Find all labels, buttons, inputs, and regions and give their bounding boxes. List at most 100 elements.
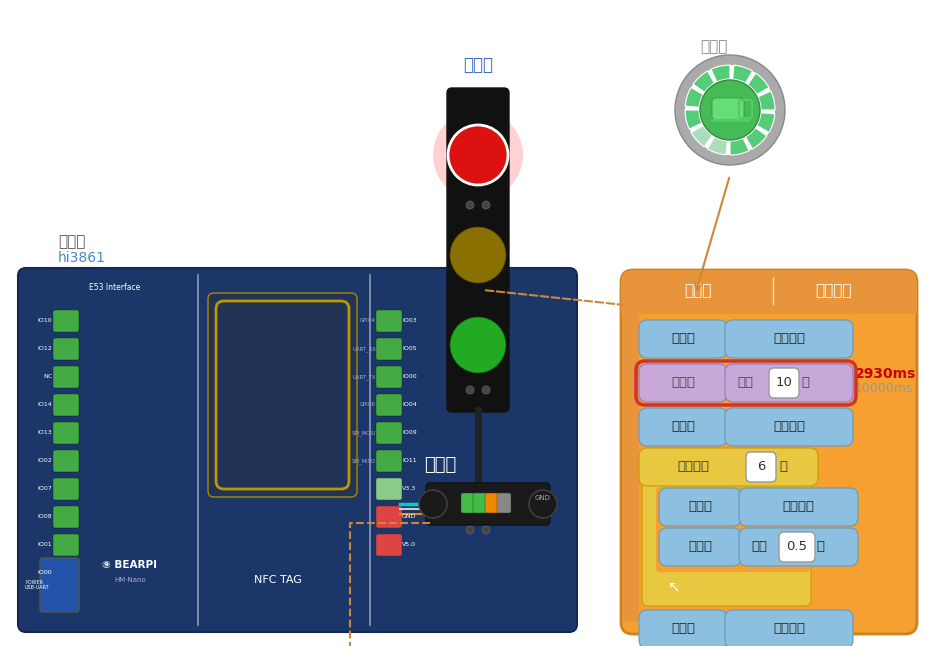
- Text: HM·Nano: HM·Nano: [114, 577, 146, 583]
- FancyBboxPatch shape: [639, 364, 727, 402]
- FancyBboxPatch shape: [769, 368, 799, 398]
- Text: 秒: 秒: [816, 541, 824, 554]
- Circle shape: [450, 227, 506, 283]
- FancyBboxPatch shape: [725, 364, 853, 402]
- Circle shape: [419, 490, 447, 518]
- FancyBboxPatch shape: [725, 610, 853, 646]
- Text: 交通灯: 交通灯: [463, 56, 493, 74]
- Text: 交通灯: 交通灯: [688, 501, 712, 514]
- FancyBboxPatch shape: [53, 478, 79, 500]
- Text: 秒: 秒: [801, 377, 809, 390]
- FancyBboxPatch shape: [208, 293, 357, 497]
- Text: UART_RX: UART_RX: [352, 346, 376, 352]
- Text: IO05: IO05: [402, 346, 416, 351]
- Text: IO09: IO09: [402, 430, 417, 435]
- FancyBboxPatch shape: [53, 422, 79, 444]
- FancyBboxPatch shape: [621, 290, 917, 314]
- Text: IO07: IO07: [37, 486, 52, 492]
- Text: IO11: IO11: [402, 459, 416, 463]
- Text: V5.0: V5.0: [402, 543, 416, 548]
- Circle shape: [466, 201, 474, 209]
- FancyBboxPatch shape: [659, 528, 741, 566]
- Text: 红灯点亮: 红灯点亮: [773, 333, 805, 346]
- Text: 交通灯: 交通灯: [671, 623, 695, 636]
- FancyBboxPatch shape: [53, 338, 79, 360]
- Text: IO03: IO03: [402, 318, 417, 324]
- FancyBboxPatch shape: [447, 88, 509, 412]
- Text: IO04: IO04: [402, 402, 417, 408]
- Text: 次: 次: [779, 461, 787, 474]
- FancyBboxPatch shape: [53, 506, 79, 528]
- Text: 延时: 延时: [737, 377, 753, 390]
- FancyBboxPatch shape: [376, 478, 402, 500]
- Text: 控制器: 控制器: [58, 234, 85, 249]
- FancyBboxPatch shape: [639, 448, 818, 486]
- FancyBboxPatch shape: [639, 408, 727, 446]
- Text: IO10: IO10: [37, 318, 52, 324]
- Wedge shape: [685, 110, 702, 129]
- Text: IO00: IO00: [402, 375, 416, 379]
- FancyBboxPatch shape: [659, 488, 741, 526]
- Circle shape: [482, 526, 490, 534]
- Wedge shape: [708, 137, 727, 155]
- Wedge shape: [691, 125, 712, 147]
- Text: 反复执行: 反复执行: [815, 284, 851, 298]
- FancyBboxPatch shape: [739, 528, 858, 566]
- Text: POWER
USB-UART: POWER USB-UART: [25, 579, 50, 590]
- FancyBboxPatch shape: [426, 483, 550, 525]
- FancyBboxPatch shape: [746, 452, 776, 482]
- Text: 小熊派: 小熊派: [424, 456, 456, 474]
- FancyBboxPatch shape: [53, 450, 79, 472]
- FancyBboxPatch shape: [40, 558, 79, 612]
- FancyBboxPatch shape: [639, 320, 727, 358]
- Wedge shape: [746, 128, 767, 149]
- Text: IO12: IO12: [37, 346, 52, 351]
- Text: 延时: 延时: [751, 541, 767, 554]
- FancyBboxPatch shape: [485, 493, 499, 513]
- Wedge shape: [711, 65, 730, 82]
- Text: 控制器: 控制器: [684, 284, 711, 298]
- FancyBboxPatch shape: [461, 493, 475, 513]
- FancyBboxPatch shape: [712, 98, 744, 120]
- Text: 延时器: 延时器: [700, 39, 727, 54]
- Wedge shape: [693, 71, 714, 92]
- FancyBboxPatch shape: [53, 366, 79, 388]
- FancyBboxPatch shape: [376, 450, 402, 472]
- FancyBboxPatch shape: [53, 562, 79, 584]
- Circle shape: [529, 490, 557, 518]
- Text: 黄灯翻转: 黄灯翻转: [783, 501, 815, 514]
- Circle shape: [482, 201, 490, 209]
- Circle shape: [675, 55, 785, 165]
- FancyBboxPatch shape: [621, 270, 917, 312]
- Circle shape: [466, 386, 474, 394]
- Text: V3.3: V3.3: [402, 486, 416, 492]
- Circle shape: [450, 317, 506, 373]
- FancyBboxPatch shape: [53, 310, 79, 332]
- Wedge shape: [730, 138, 749, 155]
- Text: 6: 6: [757, 461, 765, 474]
- Text: GPIO4: GPIO4: [360, 318, 376, 324]
- Circle shape: [433, 110, 523, 200]
- FancyBboxPatch shape: [656, 487, 810, 572]
- Text: 绿灯点亮: 绿灯点亮: [773, 623, 805, 636]
- Text: IO14: IO14: [37, 402, 52, 408]
- Text: 红灯熄灭: 红灯熄灭: [773, 421, 805, 433]
- FancyBboxPatch shape: [18, 268, 577, 632]
- Text: GND: GND: [402, 514, 416, 519]
- Text: IO13: IO13: [37, 430, 52, 435]
- FancyBboxPatch shape: [376, 310, 402, 332]
- Text: IO02: IO02: [37, 459, 52, 463]
- FancyBboxPatch shape: [779, 532, 815, 562]
- Text: 延时器: 延时器: [671, 377, 695, 390]
- FancyBboxPatch shape: [497, 493, 511, 513]
- FancyBboxPatch shape: [376, 394, 402, 416]
- Text: E53 Interface: E53 Interface: [90, 284, 141, 293]
- Text: GPIO6: GPIO6: [360, 402, 376, 408]
- Text: NFC TAG: NFC TAG: [254, 575, 302, 585]
- Text: SPI_MISO: SPI_MISO: [352, 458, 376, 464]
- FancyBboxPatch shape: [376, 534, 402, 556]
- Text: ↖: ↖: [668, 579, 681, 594]
- FancyBboxPatch shape: [376, 422, 402, 444]
- Text: 交通灯: 交通灯: [671, 333, 695, 346]
- FancyBboxPatch shape: [376, 338, 402, 360]
